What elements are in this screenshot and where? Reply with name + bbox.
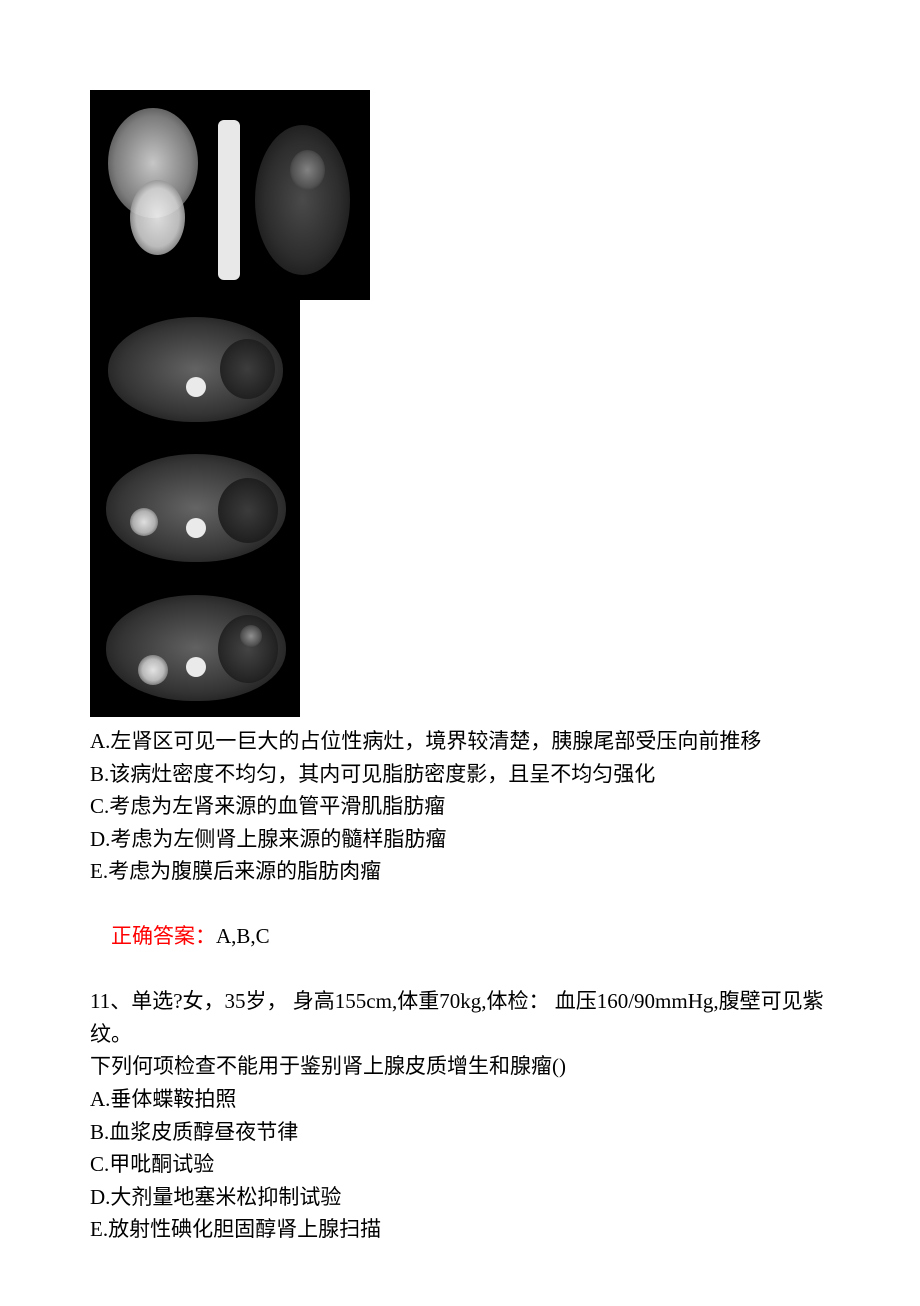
correct-answer-line: 正确答案：A,B,C [90,888,840,986]
q11-option-b: B.血浆皮质醇昼夜节律 [90,1116,840,1149]
option-d: D.考虑为左侧肾上腺来源的髓样脂肪瘤 [90,823,840,856]
correct-answer-value: A,B,C [216,924,270,948]
ct-axial-image-1 [90,299,300,439]
q11-subquestion: 下列何项检查不能用于鉴别肾上腺皮质增生和腺瘤() [90,1050,840,1083]
option-b: B.该病灶密度不均匀，其内可见脂肪密度影，且呈不均匀强化 [90,758,840,791]
option-e: E.考虑为腹膜后来源的脂肪肉瘤 [90,855,840,888]
ct-axial-image-3 [90,577,300,717]
q11-stem-line1: 11、单选?女，35岁， 身高155cm,体重70kg,体检： 血压160/90… [90,985,840,1018]
q11-option-e: E.放射性碘化胆固醇肾上腺扫描 [90,1213,840,1246]
document-page: A.左肾区可见一巨大的占位性病灶，境界较清楚，胰腺尾部受压向前推移 B.该病灶密… [0,0,920,1306]
option-a: A.左肾区可见一巨大的占位性病灶，境界较清楚，胰腺尾部受压向前推移 [90,725,840,758]
ct-coronal-image [90,90,370,300]
q11-option-a: A.垂体蝶鞍拍照 [90,1083,840,1116]
correct-answer-label: 正确答案： [111,924,216,948]
q11-option-c: C.甲吡酮试验 [90,1148,840,1181]
q11-option-d: D.大剂量地塞米松抑制试验 [90,1181,840,1214]
q11-stem-line2: 纹。 [90,1018,840,1051]
ct-axial-image-2 [90,438,300,578]
ct-image-stack [90,90,840,717]
option-c: C.考虑为左肾来源的血管平滑肌脂肪瘤 [90,790,840,823]
